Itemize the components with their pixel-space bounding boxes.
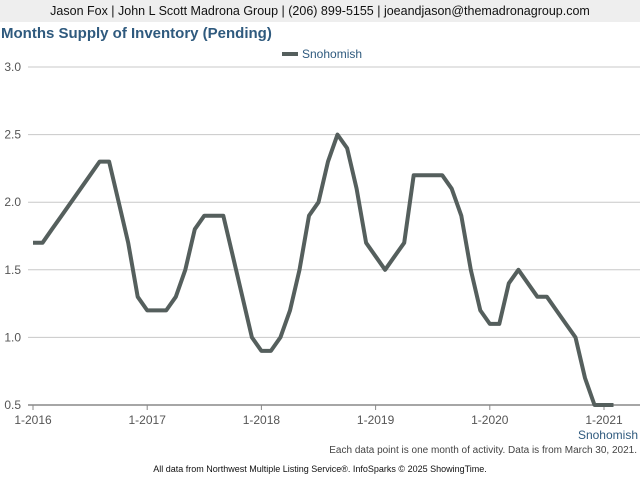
y-tick-label: 2.5: [4, 128, 21, 142]
x-axis-ticks: 1-2016 1-2017 1-2018 1-2019 1-2020 1-2021: [14, 405, 623, 427]
legend-label: Snohomish: [302, 47, 363, 61]
x-tick-label: 1-2020: [471, 413, 509, 427]
y-tick-label: 0.5: [4, 398, 21, 412]
series-end-label-layer: Snohomish: [578, 428, 638, 442]
legend[interactable]: Snohomish: [282, 47, 362, 61]
attribution: All data from Northwest Multiple Listing…: [153, 464, 487, 474]
y-tick-label: 2.0: [4, 195, 21, 209]
x-tick-label: 1-2019: [357, 413, 395, 427]
y-tick-label: 1.0: [4, 330, 21, 344]
y-tick-label: 3.0: [4, 60, 21, 74]
header-contact-text: Jason Fox | John L Scott Madrona Group |…: [50, 4, 590, 18]
chart-title: Months Supply of Inventory (Pending): [1, 25, 272, 42]
x-tick-label: 1-2018: [243, 413, 281, 427]
x-tick-label: 1-2021: [585, 413, 623, 427]
series-layer: [33, 132, 614, 407]
footnote: Each data point is one month of activity…: [329, 445, 637, 456]
series-end-label: Snohomish: [578, 428, 638, 442]
x-tick-label: 1-2017: [129, 413, 167, 427]
x-tick-label: 1-2016: [14, 413, 52, 427]
grid-lines: [28, 66, 640, 406]
y-tick-label: 1.5: [4, 263, 21, 277]
y-axis-ticks: 0.5 1.0 1.5 2.0 2.5 3.0: [4, 60, 21, 412]
legend-swatch: [282, 52, 298, 56]
header-contact-bar: Jason Fox | John L Scott Madrona Group |…: [0, 0, 640, 22]
series-line-snohomish[interactable]: [33, 132, 614, 407]
